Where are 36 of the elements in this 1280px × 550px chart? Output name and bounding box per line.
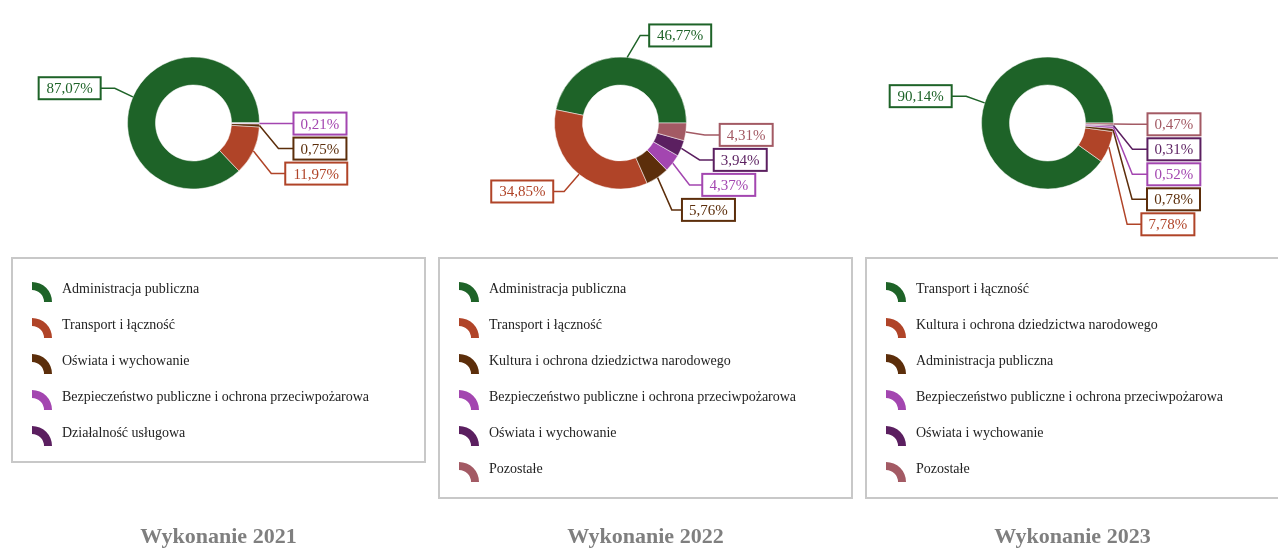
legend-label: Bezpieczeństwo publiczne i ochrona przeciwpożarowa bbox=[489, 389, 797, 404]
text: Wykonanie 2022 bbox=[567, 523, 724, 548]
data-label: 34,85% bbox=[499, 183, 546, 200]
legend-label: Transport i łączność bbox=[916, 281, 1030, 296]
data-label: 46,77% bbox=[657, 27, 704, 44]
legend-label: Kultura i ochrona dziedzictwa narodowego bbox=[489, 353, 731, 368]
legend-label: Bezpieczeństwo publiczne i ochrona przeciwpożarowa bbox=[916, 389, 1224, 404]
legend-label: Administracja publiczna bbox=[62, 281, 201, 296]
legend-label: Oświata i wychowanie bbox=[489, 425, 617, 440]
data-label: 0,52% bbox=[1154, 166, 1194, 183]
legend-label: Działalność usługowa bbox=[62, 425, 187, 440]
legend-label: Pozostałe bbox=[489, 461, 543, 476]
legend-label: Administracja publiczna bbox=[489, 281, 628, 296]
data-label: 0,47% bbox=[1154, 116, 1194, 133]
legend-label: Pozostałe bbox=[916, 461, 970, 476]
legend-label: Administracja publiczna bbox=[916, 353, 1055, 368]
data-label: 11,97% bbox=[293, 165, 340, 182]
legend-label: Bezpieczeństwo publiczne i ochrona przeciwpożarowa bbox=[62, 389, 370, 404]
data-label: 90,14% bbox=[897, 88, 944, 105]
text: Wykonanie 2023 bbox=[994, 523, 1151, 548]
legend-label: Oświata i wychowanie bbox=[62, 353, 190, 368]
data-label: 4,37% bbox=[709, 176, 749, 193]
legend-label: Oświata i wychowanie bbox=[916, 425, 1044, 440]
data-label: 0,75% bbox=[300, 140, 340, 157]
data-label: 4,31% bbox=[726, 126, 766, 143]
data-label: 7,78% bbox=[1148, 216, 1188, 233]
data-label: 5,76% bbox=[689, 201, 728, 218]
data-label: 3,94% bbox=[720, 151, 760, 168]
legend-label: Kultura i ochrona dziedzictwa narodowego bbox=[916, 317, 1158, 332]
legend-label: Transport i łączność bbox=[489, 317, 603, 332]
legend-label: Transport i łączność bbox=[62, 317, 176, 332]
data-label: 0,78% bbox=[1154, 191, 1193, 208]
data-label: 0,31% bbox=[1154, 141, 1194, 158]
data-label: 87,07% bbox=[46, 80, 93, 97]
text: Wykonanie 2021 bbox=[140, 523, 297, 548]
data-label: 0,21% bbox=[300, 115, 340, 132]
